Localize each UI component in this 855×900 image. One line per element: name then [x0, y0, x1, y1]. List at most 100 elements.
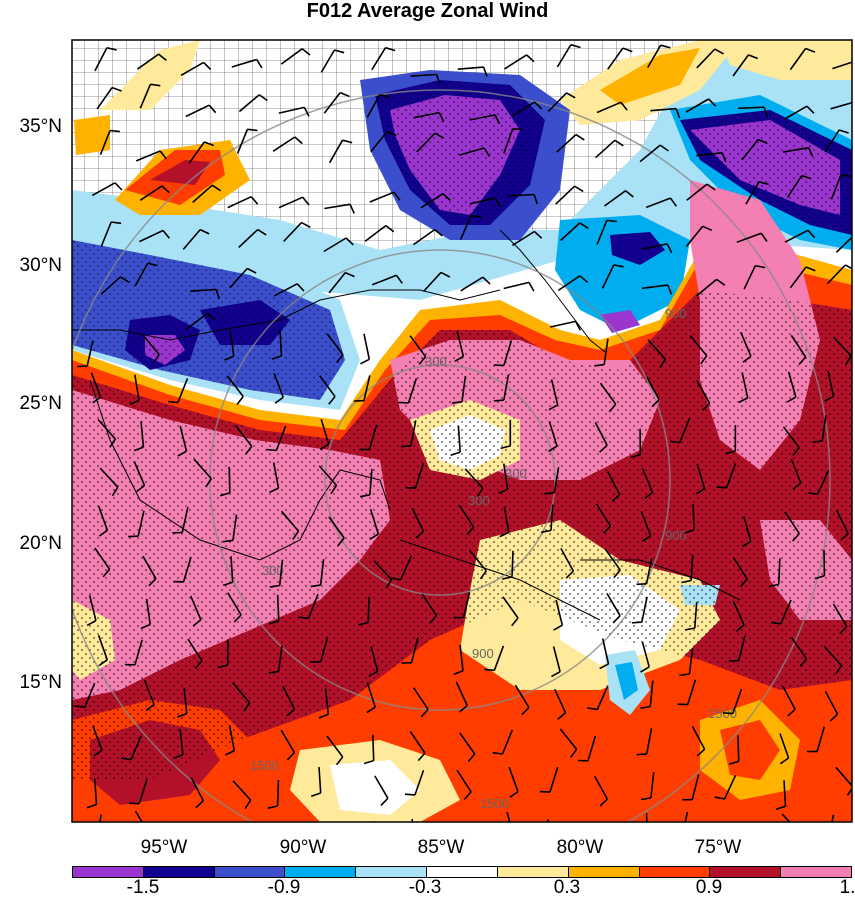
wind-barb-flag [454, 355, 464, 363]
wind-barb [692, 504, 695, 531]
wind-barb [227, 823, 231, 849]
wind-barb-flag [400, 445, 411, 448]
wind-barb-flag [98, 529, 108, 537]
wind-barb [645, 558, 653, 584]
wind-barb-flag [148, 578, 157, 587]
wind-barb [409, 335, 427, 358]
wind-barb [407, 377, 418, 404]
wind-barb-flag [622, 47, 633, 53]
wind-barb-flag [599, 444, 608, 453]
wind-barb-flag [208, 104, 217, 114]
wind-barb [601, 264, 615, 289]
wind-barb-flag [760, 232, 768, 242]
wind-barb-flag [845, 355, 852, 365]
wind-barb-flag [640, 705, 651, 709]
wind-barb [92, 725, 103, 751]
wind-barb [684, 811, 689, 822]
wind-barb [557, 275, 581, 292]
wind-barb [100, 276, 122, 295]
wind-barb-flag [786, 396, 797, 403]
wind-barb-flag [379, 93, 390, 98]
wind-barb [650, 107, 677, 112]
wind-barb-flag [360, 358, 370, 365]
wind-barb [324, 203, 351, 210]
wind-barb-flag [675, 108, 681, 119]
wind-barb-flag [393, 191, 401, 201]
wind-barb [231, 58, 257, 68]
wind-barb-flag [684, 627, 695, 631]
wind-barb [464, 468, 484, 489]
wind-barb [493, 645, 505, 671]
wind-barb-flag [219, 492, 231, 497]
wind-barb-flag [533, 101, 543, 110]
wind-barb-flag [162, 229, 171, 239]
wind-barb-flag [659, 144, 669, 152]
wind-barb-flag [286, 708, 296, 717]
ring-label: 900 [472, 646, 494, 661]
wind-barb [139, 229, 164, 243]
wind-barb-flag [511, 617, 519, 627]
wind-barb [743, 265, 757, 290]
wind-barb [189, 595, 202, 621]
wind-barb-flag [106, 47, 117, 51]
wind-barb [685, 98, 710, 113]
wind-barb-flag [114, 182, 123, 191]
wind-barb-flag [269, 620, 280, 625]
ring-label: 300 [425, 354, 447, 369]
colorbar-swatch [356, 867, 428, 877]
wind-barb [363, 333, 371, 360]
wind-barb-flag [557, 712, 567, 720]
wind-barb-flag [337, 537, 345, 547]
wind-barb [645, 197, 671, 209]
wind-barb [416, 132, 436, 153]
wind-barb-flag [763, 106, 768, 118]
wind-barb-flag [716, 486, 727, 489]
wind-barb-flag [215, 289, 221, 300]
wind-barb-flag [344, 271, 355, 278]
wind-barb [548, 421, 558, 447]
wind-barb [372, 734, 375, 761]
wind-barb [277, 645, 283, 672]
wind-barb [179, 728, 184, 755]
wind-barb-flag [553, 624, 563, 631]
wind-barb-flag [236, 396, 244, 405]
wind-barb-flag [380, 844, 387, 851]
wind-barb-flag [368, 670, 378, 677]
wind-barb-flag [147, 262, 158, 267]
wind-barb [230, 556, 234, 583]
wind-barb [328, 139, 344, 164]
wind-barb [686, 679, 697, 705]
ring-label: 300 [505, 466, 527, 481]
wind-barb [587, 735, 597, 762]
wind-barb-flag [404, 793, 416, 796]
wind-barb [369, 468, 373, 495]
wind-barb-flag [575, 133, 585, 141]
wind-barb [469, 550, 487, 572]
wind-barb-flag [303, 107, 310, 117]
wind-barb [283, 222, 303, 243]
wind-barb [606, 592, 621, 617]
wind-barb-flag [470, 214, 482, 218]
wind-barb [278, 106, 305, 114]
colorbar-swatch [568, 867, 640, 877]
lon-label-85w: 85°W [417, 837, 465, 858]
wind-barb [469, 114, 496, 121]
wind-barb [740, 331, 752, 357]
wind-barb-flag [450, 451, 461, 457]
wind-barb [182, 556, 192, 583]
wind-barb-flag [669, 197, 678, 207]
wind-barb-flag [738, 397, 749, 404]
wind-barb [789, 48, 807, 71]
wind-barb [143, 680, 155, 705]
wind-barb [560, 222, 581, 242]
wind-barb-flag [359, 494, 371, 498]
wind-barb [134, 639, 143, 666]
wind-barb-flag [614, 139, 624, 147]
wind-barb-flag [512, 128, 523, 131]
wind-barb-flag [334, 49, 345, 54]
wind-barb-flag [247, 128, 258, 132]
wind-barb-flag [570, 748, 578, 758]
wind-barb [506, 811, 511, 822]
wind-barb-flag [666, 243, 673, 254]
wind-barb-flag [805, 47, 816, 53]
